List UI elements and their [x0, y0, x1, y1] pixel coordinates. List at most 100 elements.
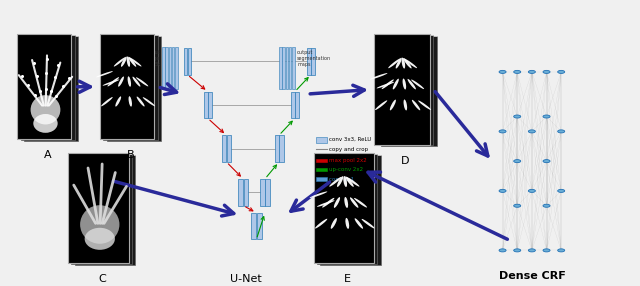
Bar: [257, 213, 262, 239]
Text: Dense CRF: Dense CRF: [499, 271, 565, 281]
Ellipse shape: [375, 100, 387, 110]
Ellipse shape: [136, 77, 148, 86]
Circle shape: [514, 249, 521, 252]
Ellipse shape: [80, 205, 120, 244]
Circle shape: [557, 130, 564, 133]
Polygon shape: [17, 34, 72, 139]
Ellipse shape: [403, 58, 412, 68]
Polygon shape: [378, 35, 433, 146]
Ellipse shape: [408, 79, 416, 89]
Text: copy and crop: copy and crop: [329, 146, 369, 152]
Ellipse shape: [329, 177, 342, 187]
Polygon shape: [317, 154, 378, 264]
Ellipse shape: [411, 80, 424, 89]
Bar: [260, 179, 265, 206]
Ellipse shape: [362, 219, 374, 229]
Circle shape: [529, 130, 536, 133]
Circle shape: [514, 115, 521, 118]
Ellipse shape: [344, 197, 348, 208]
Bar: [162, 47, 164, 89]
Bar: [165, 47, 168, 89]
Ellipse shape: [388, 58, 401, 68]
Circle shape: [543, 249, 550, 252]
Ellipse shape: [114, 57, 125, 67]
Text: input
image
5k: input image 5k: [145, 50, 160, 67]
Text: B: B: [127, 150, 134, 160]
Bar: [292, 47, 294, 89]
Bar: [204, 92, 208, 118]
Circle shape: [499, 130, 506, 133]
Bar: [172, 47, 175, 89]
Ellipse shape: [350, 197, 358, 208]
Bar: [311, 48, 315, 75]
Bar: [275, 135, 279, 162]
Circle shape: [514, 70, 521, 74]
Bar: [316, 177, 326, 181]
Bar: [289, 47, 291, 89]
Circle shape: [557, 249, 564, 252]
Bar: [208, 92, 212, 118]
Text: E: E: [344, 274, 351, 284]
Circle shape: [499, 70, 506, 74]
Ellipse shape: [370, 73, 387, 80]
Bar: [184, 48, 188, 75]
Text: A: A: [44, 150, 51, 160]
Bar: [244, 179, 248, 206]
Ellipse shape: [127, 56, 130, 67]
Bar: [238, 179, 243, 206]
Text: max pool 2x2: max pool 2x2: [329, 158, 367, 163]
Ellipse shape: [345, 176, 354, 187]
Bar: [285, 47, 288, 89]
Text: output
segmentation
maps: output segmentation maps: [297, 50, 332, 67]
Ellipse shape: [102, 80, 120, 86]
Ellipse shape: [33, 114, 58, 133]
Bar: [168, 47, 171, 89]
Circle shape: [529, 249, 536, 252]
Ellipse shape: [322, 198, 335, 208]
Ellipse shape: [96, 71, 113, 77]
Text: U-Net: U-Net: [230, 274, 262, 284]
Bar: [251, 213, 257, 239]
Ellipse shape: [337, 176, 343, 187]
Polygon shape: [20, 35, 75, 140]
Ellipse shape: [136, 97, 145, 106]
Ellipse shape: [396, 58, 402, 69]
Circle shape: [514, 204, 521, 207]
Bar: [227, 135, 231, 162]
Ellipse shape: [354, 198, 367, 208]
Bar: [316, 159, 326, 162]
Bar: [282, 47, 285, 89]
Circle shape: [499, 189, 506, 192]
Bar: [295, 92, 300, 118]
Ellipse shape: [404, 59, 417, 68]
Ellipse shape: [390, 100, 396, 110]
Ellipse shape: [31, 95, 60, 124]
Bar: [188, 48, 191, 75]
Ellipse shape: [346, 177, 360, 186]
Polygon shape: [72, 154, 132, 264]
Ellipse shape: [118, 76, 124, 87]
Polygon shape: [24, 36, 78, 141]
Ellipse shape: [401, 57, 405, 69]
Ellipse shape: [127, 76, 131, 87]
Text: D: D: [401, 156, 410, 166]
Ellipse shape: [334, 197, 340, 208]
Polygon shape: [106, 36, 161, 141]
Circle shape: [543, 204, 550, 207]
Ellipse shape: [346, 218, 349, 229]
Text: conv 3x3, ReLU: conv 3x3, ReLU: [329, 137, 371, 142]
Ellipse shape: [331, 218, 337, 229]
Text: up-conv 2x2: up-conv 2x2: [329, 167, 364, 172]
Ellipse shape: [108, 77, 119, 86]
Ellipse shape: [143, 97, 155, 106]
Ellipse shape: [121, 57, 127, 67]
Ellipse shape: [418, 100, 431, 110]
Polygon shape: [75, 154, 135, 265]
Ellipse shape: [376, 82, 394, 88]
Ellipse shape: [381, 80, 394, 89]
Ellipse shape: [310, 192, 327, 198]
Ellipse shape: [128, 57, 136, 67]
Bar: [279, 47, 282, 89]
Ellipse shape: [129, 57, 141, 66]
Ellipse shape: [129, 96, 132, 107]
